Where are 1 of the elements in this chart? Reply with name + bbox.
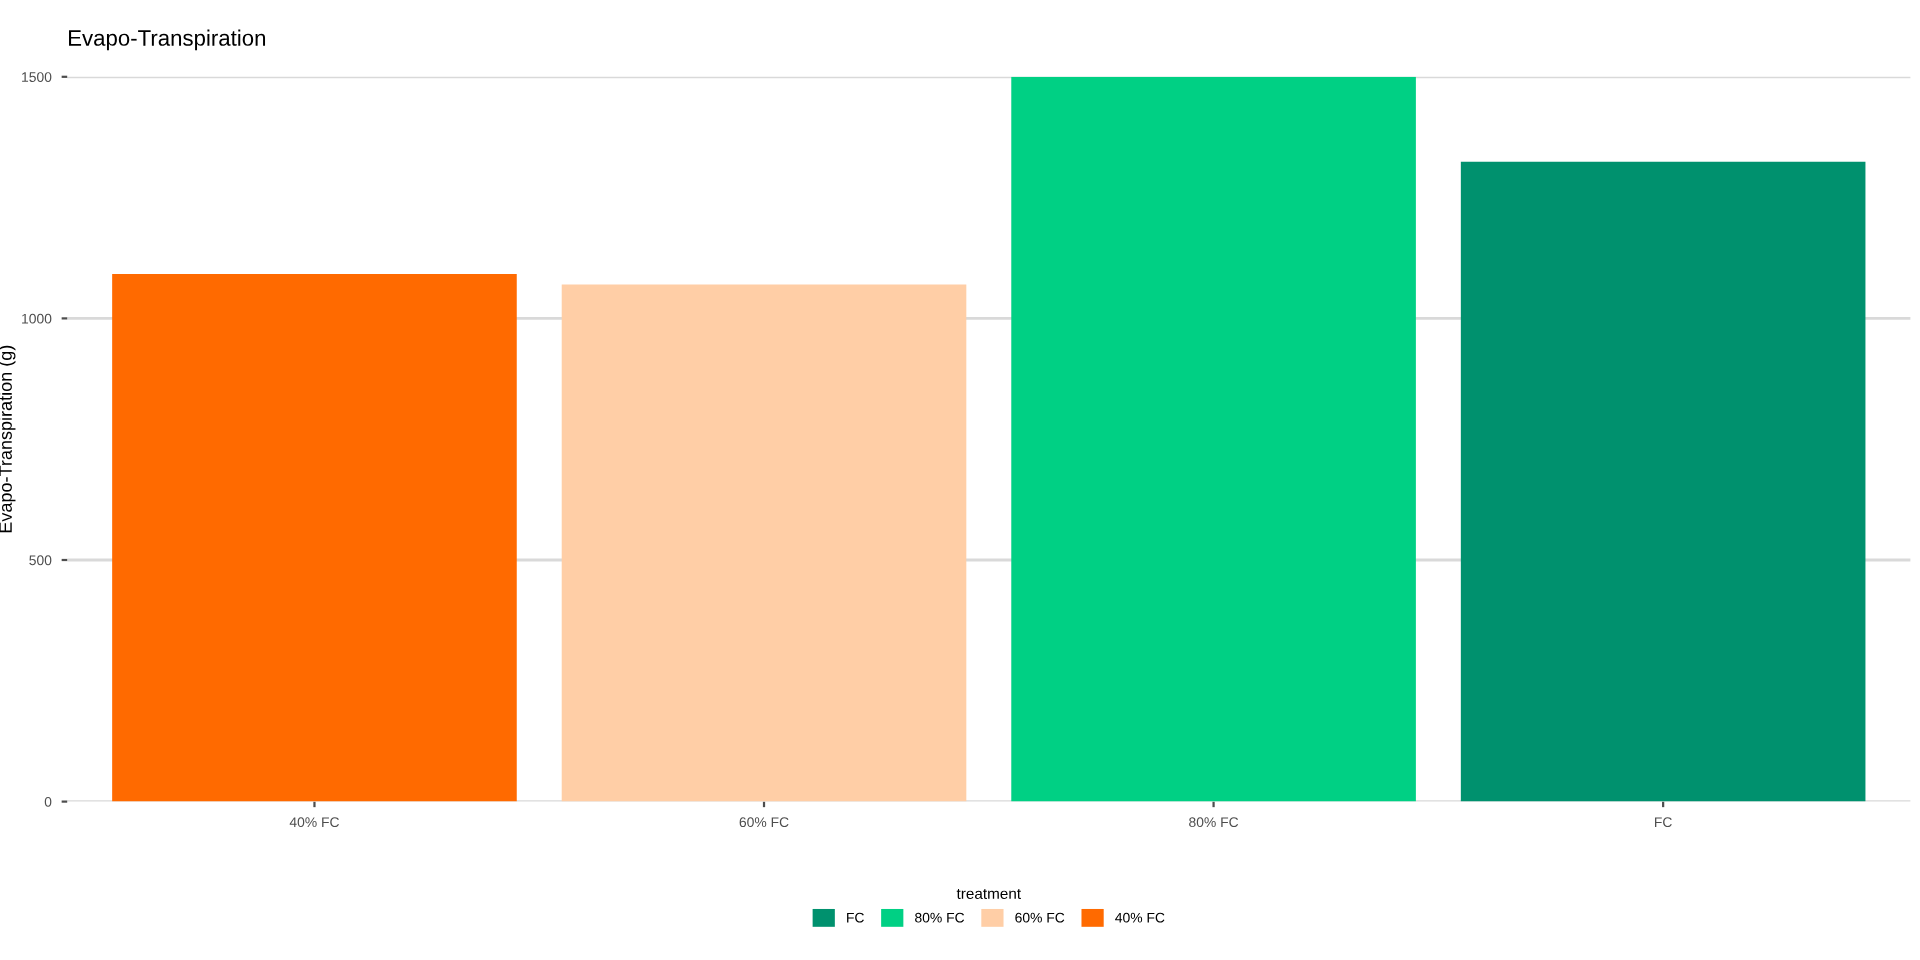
chart-title: Evapo-Transpiration (69, 29, 266, 51)
